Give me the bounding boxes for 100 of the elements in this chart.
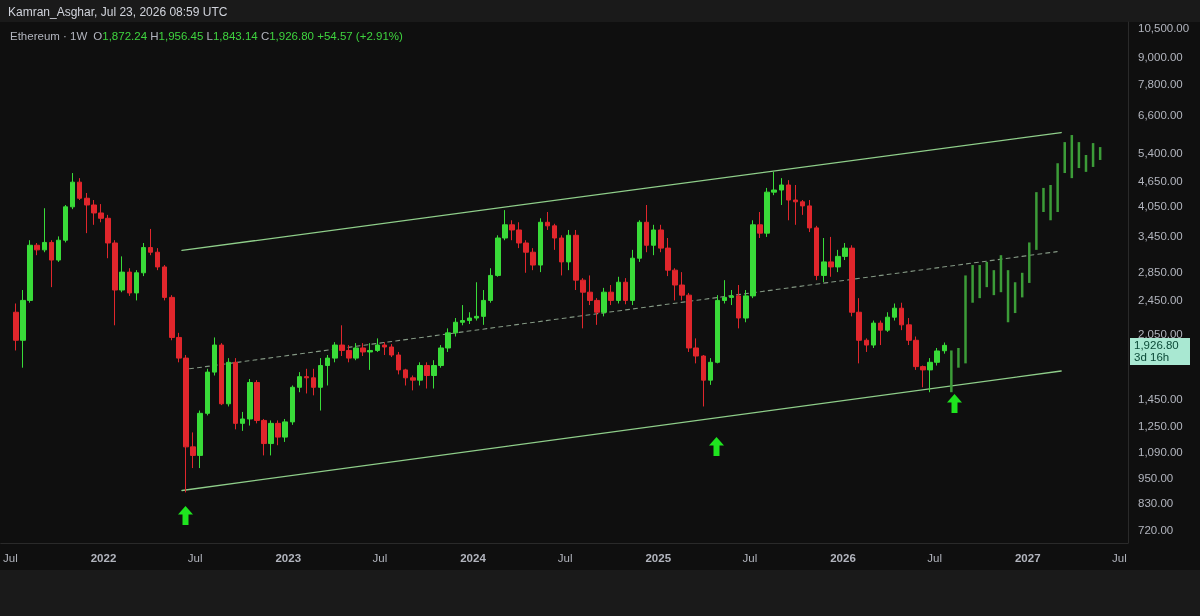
candlestick: [197, 410, 203, 469]
candlestick: [942, 342, 947, 355]
x-tick-label: 2026: [830, 552, 856, 564]
x-tick-label: Jul: [742, 552, 758, 564]
candlestick: [360, 342, 366, 357]
candlestick: [304, 368, 309, 394]
bar: [964, 275, 967, 364]
candlestick: [148, 228, 153, 256]
candlestick: [212, 336, 217, 377]
candlestick: [559, 234, 564, 276]
candlestick: [297, 371, 302, 393]
x-tick-label: Jul: [3, 552, 18, 564]
candlestick: [226, 357, 231, 407]
candlestick: [63, 204, 68, 243]
candlestick: [786, 179, 791, 221]
candlestick: [375, 337, 380, 353]
bar: [1049, 185, 1052, 221]
y-tick-label: 950.00: [1138, 471, 1174, 484]
candlestick: [807, 199, 812, 233]
candlestick: [481, 289, 486, 326]
y-tick-label: 1,250.00: [1138, 420, 1183, 433]
candlestick: [892, 303, 897, 322]
candlestick: [722, 279, 727, 304]
candlestick: [616, 276, 621, 304]
candlestick: [715, 294, 720, 364]
candlestick: [701, 354, 706, 407]
candlestick: [219, 342, 224, 406]
candlestick: [736, 284, 741, 329]
y-tick-label: 2,050.00: [1138, 327, 1183, 340]
x-tick-label: Jul: [187, 552, 203, 564]
candlestick: [318, 357, 323, 412]
bar: [1035, 192, 1038, 250]
candlestick: [821, 237, 827, 283]
candlestick: [367, 342, 373, 371]
candlestick: [488, 267, 493, 304]
bar: [950, 350, 953, 393]
y-tick-label: 10,500.00: [1138, 22, 1190, 35]
x-tick-label: 2027: [1014, 552, 1041, 564]
candlestick: [13, 303, 19, 351]
candlestick: [467, 311, 472, 325]
bar: [957, 347, 960, 368]
x-tick-label: Jul: [557, 552, 573, 564]
candlestick: [332, 341, 338, 363]
candlestick: [757, 211, 763, 239]
candlestick: [800, 199, 805, 216]
text: 1,926.80: [1134, 338, 1180, 352]
candlestick: [311, 368, 316, 396]
candlestick: [779, 177, 784, 206]
x-tick-label: Jul: [1112, 552, 1127, 564]
candlestick: [56, 235, 61, 263]
candlestick: [382, 341, 387, 356]
candlestick: [637, 219, 642, 263]
candlestick: [410, 375, 416, 391]
bar: [1056, 163, 1059, 212]
candlestick: [34, 242, 40, 256]
x-tick-label: 2025: [645, 552, 672, 564]
candlestick: [545, 211, 550, 231]
candlestick: [708, 357, 713, 386]
candlestick: [205, 368, 210, 416]
candlestick: [77, 177, 82, 201]
candlestick: [828, 236, 834, 278]
x-tick-label: 2022: [90, 552, 117, 564]
x-tick-label: 2023: [275, 552, 302, 564]
candlestick: [566, 229, 571, 271]
y-tick-label: 3,450.00: [1138, 230, 1183, 243]
candlestick: [864, 337, 869, 353]
candlestick: [155, 247, 160, 271]
candlestick: [70, 172, 75, 210]
y-tick-label: 2,850.00: [1138, 266, 1183, 279]
candlestick: [793, 184, 798, 226]
candlestick: [290, 384, 295, 426]
x-tick-label: Jul: [927, 552, 942, 564]
candlestick: [127, 267, 132, 297]
annotation: O1,872.24 H1,956.45 L1,843.14 C1,926.80 +54.57 (+2.91%): [93, 30, 403, 42]
candlestick: [396, 351, 401, 375]
candlestick: [474, 281, 479, 322]
y-tick-label: 7,800.00: [1138, 77, 1183, 90]
candlestick: [885, 311, 890, 333]
candlestick: [49, 239, 54, 288]
candlestick: [268, 419, 274, 456]
x-tick-label: Jul: [372, 552, 388, 564]
candlestick: [403, 368, 408, 386]
candlestick: [878, 320, 883, 346]
candlestick: [899, 302, 904, 331]
candlestick: [275, 419, 281, 446]
candlestick: [162, 264, 167, 301]
bar: [1028, 242, 1031, 283]
candlestick: [134, 269, 139, 301]
candlestick: [282, 418, 288, 443]
bar: [978, 265, 981, 299]
y-tick-label: 4,050.00: [1138, 200, 1183, 213]
y-tick-label: 1,090.00: [1138, 445, 1183, 458]
candlestick: [644, 204, 649, 253]
candlestick: [119, 255, 125, 293]
candlestick: [608, 284, 614, 306]
candlestick: [460, 304, 465, 326]
candlestick: [630, 249, 635, 306]
candlestick: [42, 207, 47, 253]
y-tick-label: 2,450.00: [1138, 294, 1183, 307]
x-tick-label: 2024: [460, 552, 487, 564]
